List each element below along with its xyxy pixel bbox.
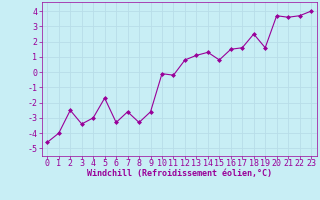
X-axis label: Windchill (Refroidissement éolien,°C): Windchill (Refroidissement éolien,°C) bbox=[87, 169, 272, 178]
